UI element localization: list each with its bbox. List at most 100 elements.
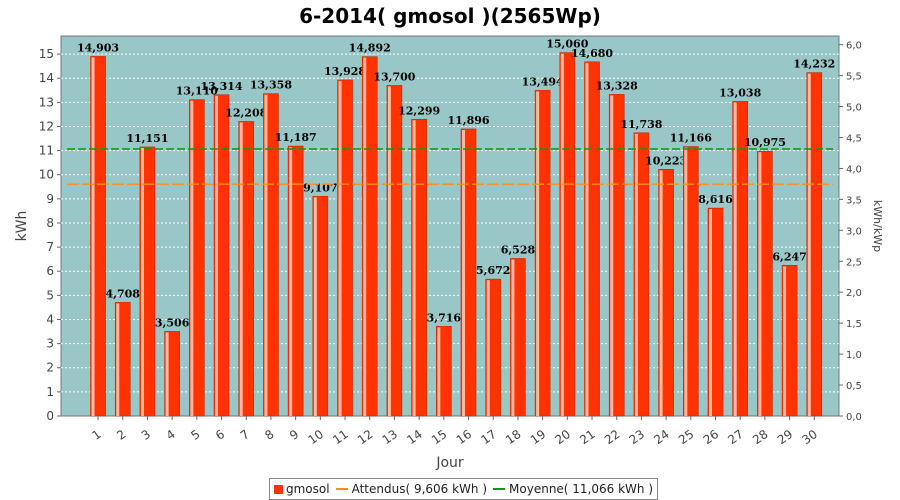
bar-group xyxy=(213,94,230,417)
bar-group xyxy=(287,145,304,417)
bar-highlight xyxy=(140,147,144,416)
bar-highlight xyxy=(560,53,564,417)
bar-value-label: 5,672 xyxy=(476,264,510,277)
x-tick-label: 3 xyxy=(139,427,153,443)
bar-value-label: 13,494 xyxy=(522,75,564,88)
bar-group xyxy=(485,278,502,417)
y-tick-label: 2 xyxy=(46,361,54,375)
bar-value-label: 10,975 xyxy=(744,136,786,149)
bar-highlight xyxy=(190,100,194,416)
bar-value-label: 3,716 xyxy=(427,311,462,324)
y2-tick-label: 5,5 xyxy=(846,72,862,83)
x-tick-label: 2 xyxy=(114,427,128,443)
legend-swatch-production xyxy=(274,484,283,494)
x-tick-label: 27 xyxy=(725,427,746,447)
legend-label-average: Moyenne( 11,066 kWh ) xyxy=(509,482,654,496)
y-tick-label: 4 xyxy=(46,312,54,326)
bar-value-label: 14,232 xyxy=(793,58,835,71)
bar-value-label: 3,506 xyxy=(155,316,190,329)
y-tick-label: 5 xyxy=(46,288,54,302)
x-tick-label: 24 xyxy=(651,427,672,447)
y2-tick-label: 1,0 xyxy=(846,350,862,361)
bar-highlight xyxy=(239,122,243,417)
bar-highlight xyxy=(363,57,367,416)
bar-highlight xyxy=(684,147,688,417)
bar-value-label: 8,616 xyxy=(698,193,733,206)
y2-tick-label: 0,0 xyxy=(846,412,862,423)
bar-group xyxy=(164,331,180,417)
bar-group xyxy=(312,195,329,417)
x-tick-label: 15 xyxy=(429,427,450,447)
bar-group xyxy=(90,56,106,417)
bar-highlight xyxy=(783,266,787,416)
bar-value-label: 4,708 xyxy=(106,287,141,300)
x-tick-label: 28 xyxy=(750,427,771,447)
y-axis-title: kWh xyxy=(14,211,30,242)
bar-highlight xyxy=(807,73,811,417)
y2-tick-label: 2,5 xyxy=(846,257,862,268)
bar-group xyxy=(658,169,674,417)
x-tick-label: 25 xyxy=(676,427,697,447)
bar-highlight xyxy=(412,120,416,417)
x-tick-label: 23 xyxy=(627,427,648,447)
bar-value-label: 11,738 xyxy=(620,118,662,131)
bar-highlight xyxy=(338,80,342,417)
bar-group xyxy=(337,79,353,417)
bar-highlight xyxy=(634,133,638,416)
y2-axis-title: kWh/kWp xyxy=(871,200,884,252)
bar-group xyxy=(386,85,403,417)
legend-label-production: gmosol xyxy=(286,482,330,496)
y2-tick-label: 1,5 xyxy=(846,319,862,330)
y-tick-label: 13 xyxy=(39,95,54,109)
y-tick-label: 11 xyxy=(39,144,54,158)
bar-group xyxy=(707,207,724,417)
bar-value-label: 13,358 xyxy=(250,79,292,92)
bar-highlight xyxy=(116,303,120,416)
y2-tick-label: 6,0 xyxy=(846,41,862,52)
bar-highlight xyxy=(659,170,663,416)
bar-group xyxy=(584,61,600,417)
x-tick-label: 21 xyxy=(577,427,598,447)
legend-swatch-average xyxy=(493,488,506,490)
x-axis-title: Jour xyxy=(435,455,464,471)
x-tick-label: 10 xyxy=(306,427,327,447)
bar-highlight xyxy=(462,129,466,416)
bar-group xyxy=(683,146,699,417)
bar-value-label: 11,166 xyxy=(670,132,712,145)
x-tick-label: 17 xyxy=(478,427,499,447)
y2-tick-label: 2,0 xyxy=(846,288,862,299)
y-tick-label: 8 xyxy=(46,216,54,230)
bar-group xyxy=(238,121,255,417)
bar-group xyxy=(806,72,823,417)
y-tick-label: 10 xyxy=(39,168,54,182)
bar-highlight xyxy=(511,259,515,416)
bar-group xyxy=(510,258,526,417)
legend-swatch-expected xyxy=(335,488,348,490)
chart-title: 6-2014( gmosol )(2565Wp) xyxy=(299,4,601,28)
bar-value-label: 15,060 xyxy=(546,38,588,51)
bar-value-label: 9,107 xyxy=(303,181,337,194)
bar-value-label: 12,208 xyxy=(225,106,267,119)
x-tick-label: 11 xyxy=(330,427,351,447)
bar-value-label: 11,896 xyxy=(447,114,489,127)
bar-group xyxy=(633,132,650,417)
bar-highlight xyxy=(610,95,614,417)
bar-group xyxy=(534,90,551,417)
bar-value-label: 14,903 xyxy=(77,41,119,54)
y-tick-label: 6 xyxy=(46,264,54,278)
y-tick-label: 7 xyxy=(46,240,54,254)
bar-highlight xyxy=(165,332,169,416)
x-tick-label: 30 xyxy=(799,427,820,447)
y2-tick-label: 3,5 xyxy=(846,195,862,206)
bar-highlight xyxy=(709,209,713,416)
x-tick-label: 8 xyxy=(262,427,276,443)
x-tick-label: 6 xyxy=(213,427,227,443)
bar-group xyxy=(559,52,576,417)
y2-tick-label: 0,5 xyxy=(846,381,862,392)
x-tick-label: 20 xyxy=(552,427,573,447)
bar-highlight xyxy=(387,86,391,416)
bar-group xyxy=(608,94,625,417)
x-tick-label: 5 xyxy=(188,427,202,443)
bar-highlight xyxy=(536,91,540,416)
bar-group xyxy=(436,326,452,417)
